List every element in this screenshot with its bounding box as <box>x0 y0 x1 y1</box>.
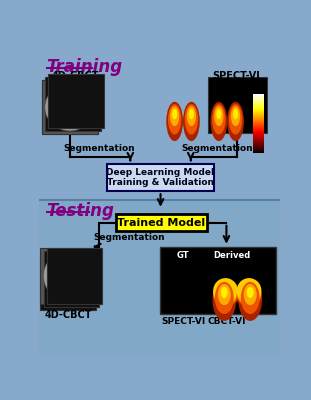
Bar <box>208 77 267 133</box>
Ellipse shape <box>45 84 95 131</box>
Bar <box>45 77 101 131</box>
Text: SPECT-VI: SPECT-VI <box>213 71 260 81</box>
Text: Segmentation: Segmentation <box>181 144 253 153</box>
Text: Testing: Testing <box>47 202 114 220</box>
Text: 4D-CBCT: 4D-CBCT <box>52 71 99 81</box>
Text: Trained Model: Trained Model <box>117 218 205 228</box>
Ellipse shape <box>60 104 74 119</box>
Text: SPECT-VI: SPECT-VI <box>161 317 205 326</box>
Ellipse shape <box>49 93 67 119</box>
Bar <box>44 251 99 307</box>
Bar <box>39 200 280 356</box>
Text: CBCT-VI: CBCT-VI <box>208 317 246 326</box>
Ellipse shape <box>43 252 93 300</box>
Bar <box>40 248 96 304</box>
Bar <box>48 74 104 128</box>
Bar <box>116 214 207 231</box>
Ellipse shape <box>71 261 89 288</box>
Ellipse shape <box>47 261 66 288</box>
Text: Training: Training <box>47 58 123 76</box>
Text: GT: GT <box>177 250 189 260</box>
Text: Derived: Derived <box>213 250 250 260</box>
Text: Segmentation: Segmentation <box>93 233 165 242</box>
Ellipse shape <box>58 272 72 288</box>
Bar <box>42 80 98 134</box>
Ellipse shape <box>72 93 91 119</box>
Bar <box>107 164 214 191</box>
Bar <box>160 247 276 314</box>
Bar <box>40 254 96 310</box>
Text: Segmentation: Segmentation <box>63 144 135 153</box>
Text: 4D-CBCT: 4D-CBCT <box>44 310 92 320</box>
Bar <box>42 80 98 134</box>
Text: Deep Learning Model
Training & Validation: Deep Learning Model Training & Validatio… <box>106 168 215 187</box>
Bar <box>47 248 102 304</box>
